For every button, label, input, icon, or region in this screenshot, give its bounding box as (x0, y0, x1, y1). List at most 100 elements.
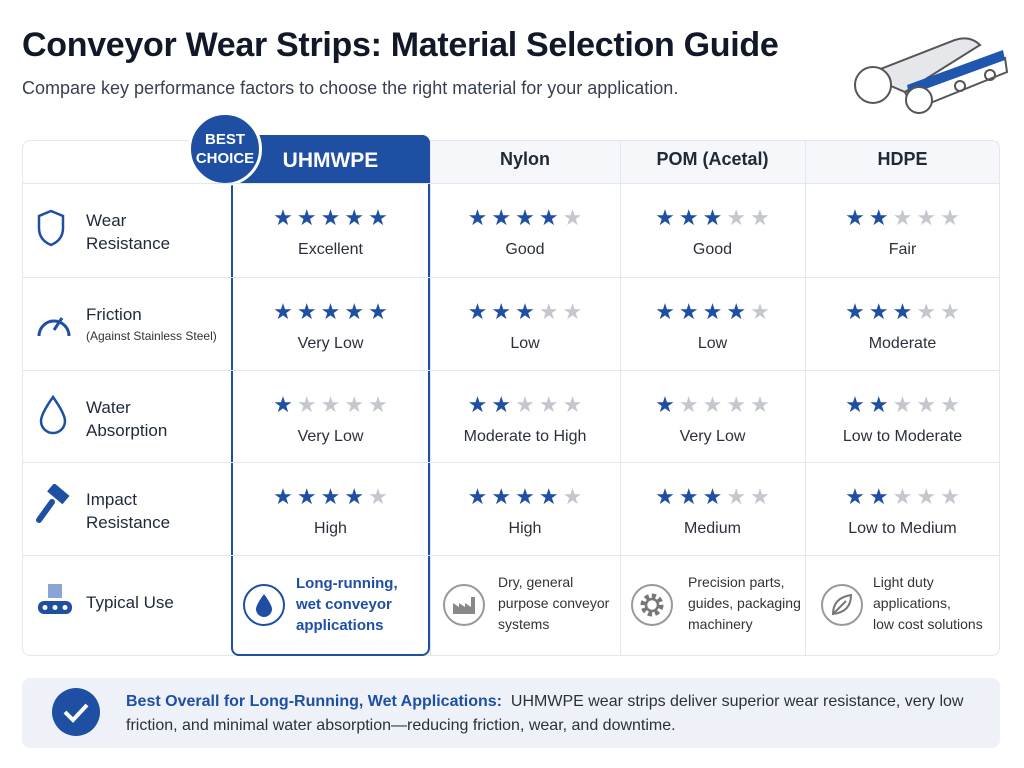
star-filled: ★ (320, 484, 341, 509)
conveyor-box-icon (38, 584, 72, 614)
typical-use-line: applications (296, 617, 384, 634)
star-empty: ★ (892, 205, 913, 230)
star-filled: ★ (320, 205, 341, 230)
footer-text: Best Overall for Long-Running, Wet Appli… (126, 690, 966, 738)
conveyor-icon (854, 37, 1009, 114)
star-empty: ★ (750, 392, 770, 417)
row-label-line: Resistance (86, 234, 171, 253)
star-empty: ★ (916, 392, 937, 417)
drop-use-icon (243, 584, 285, 626)
star-filled: ★ (467, 205, 488, 230)
star-empty: ★ (750, 484, 770, 509)
star-empty: ★ (296, 392, 317, 417)
factory-icon (443, 584, 485, 626)
typical-use-line: Long-running, (296, 575, 398, 592)
star-filled: ★ (344, 205, 365, 230)
star-empty: ★ (515, 392, 535, 417)
star-empty: ★ (916, 484, 937, 509)
column-divider (805, 140, 806, 656)
typical-use-line: applications, (873, 595, 951, 611)
subtitle: Compare key performance factors to choos… (22, 78, 679, 98)
typical-use-line: Precision parts, (688, 574, 785, 590)
typical-use-line: systems (498, 616, 550, 632)
typical-use-line: purpose conveyor (498, 595, 610, 611)
row-label: Wear Resistance (86, 209, 226, 255)
rating-text: Very Low (297, 428, 364, 445)
star-filled: ★ (467, 392, 488, 417)
star-empty: ★ (940, 299, 960, 324)
row-label-line: Water (86, 398, 131, 417)
row-label: Friction (Against Stainless Steel) (86, 303, 226, 346)
typical-use-line: guides, packaging (688, 595, 801, 611)
row-label: Impact Resistance (86, 488, 226, 534)
star-empty: ★ (562, 299, 583, 324)
star-filled: ★ (273, 299, 293, 324)
star-filled: ★ (655, 484, 675, 509)
star-empty: ★ (702, 392, 723, 417)
row-label: Typical Use (86, 593, 174, 612)
drop-icon (39, 394, 67, 435)
star-filled: ★ (868, 205, 889, 230)
star-filled: ★ (344, 299, 365, 324)
highlight-header (231, 135, 430, 184)
rating-text: Moderate (868, 335, 937, 352)
shield-icon (37, 209, 65, 247)
star-filled: ★ (845, 205, 865, 230)
star-empty: ★ (916, 205, 937, 230)
row-label-line: Absorption (86, 421, 168, 440)
star-filled: ★ (702, 484, 723, 509)
rating-text: Medium (684, 520, 741, 537)
row-divider (22, 370, 1000, 371)
star-empty: ★ (940, 484, 960, 509)
hammer-icon (36, 484, 70, 523)
rating-text: Low (697, 335, 728, 352)
star-rating: ★ ★ ★ ★ ★ (805, 392, 1000, 418)
rating-text: Very Low (679, 428, 746, 445)
star-empty: ★ (344, 392, 365, 417)
highlight-column (231, 135, 430, 656)
star-rating: ★ ★ ★ ★ ★ (620, 484, 805, 510)
star-empty: ★ (916, 299, 937, 324)
row-divider (22, 462, 1000, 463)
gauge-icon (37, 317, 71, 337)
star-empty: ★ (320, 392, 341, 417)
star-filled: ★ (678, 205, 699, 230)
star-filled: ★ (655, 392, 675, 417)
star-filled: ★ (296, 299, 317, 324)
star-filled: ★ (655, 299, 675, 324)
star-rating: ★ ★ ★ ★ ★ (805, 205, 1000, 231)
star-rating: ★ ★ ★ ★ ★ (231, 299, 430, 325)
star-empty: ★ (678, 392, 699, 417)
star-filled: ★ (678, 484, 699, 509)
star-filled: ★ (702, 299, 723, 324)
column-header: HDPE (877, 149, 928, 169)
star-filled: ★ (678, 299, 699, 324)
rating-text: Moderate to High (463, 428, 587, 445)
star-empty: ★ (562, 484, 583, 509)
rating-text: Very Low (297, 335, 364, 352)
row-label-line: Resistance (86, 513, 171, 532)
leaf-icon (821, 584, 863, 626)
rating-text: Good (692, 241, 733, 258)
check-icon (52, 688, 100, 736)
star-filled: ★ (273, 392, 293, 417)
star-filled: ★ (868, 392, 889, 417)
star-filled: ★ (368, 205, 388, 230)
star-empty: ★ (892, 392, 913, 417)
typical-use-text: Light duty applications, low cost solution… (873, 572, 1003, 635)
star-empty: ★ (562, 392, 583, 417)
rating-text: Excellent (298, 241, 363, 258)
star-rating: ★ ★ ★ ★ ★ (430, 484, 620, 510)
footer-body: UHMWPE wear strips deliver superior wear… (126, 693, 964, 734)
row-divider (22, 183, 1000, 184)
best-choice-badge: BEST CHOICE (188, 112, 262, 186)
typical-use-line: wet conveyor (296, 596, 392, 613)
star-filled: ★ (368, 299, 388, 324)
star-empty: ★ (726, 484, 747, 509)
star-filled: ★ (491, 484, 512, 509)
typical-use-line: Light duty (873, 574, 934, 590)
star-empty: ★ (368, 484, 388, 509)
star-rating: ★ ★ ★ ★ ★ (231, 484, 430, 510)
star-rating: ★ ★ ★ ★ ★ (805, 299, 1000, 325)
